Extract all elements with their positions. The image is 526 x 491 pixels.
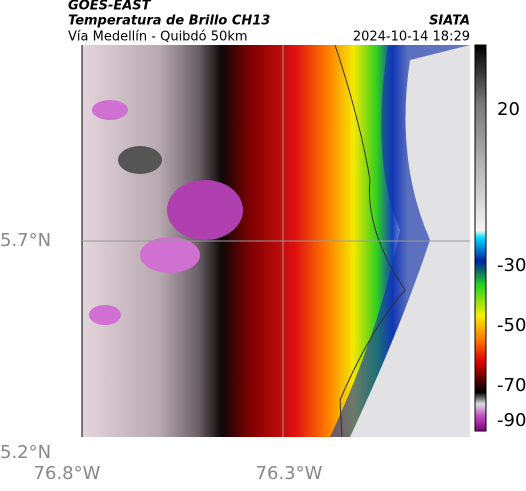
colorbar-tick: -50 xyxy=(497,315,526,336)
colorbar xyxy=(474,44,487,432)
timestamp: 2024-10-14 18:29 xyxy=(353,30,470,45)
agency: SIATA xyxy=(429,14,470,29)
colorbar-tick: -90 xyxy=(497,410,526,431)
map-image xyxy=(81,44,470,438)
colorbar-tick: 20 xyxy=(497,99,520,120)
source: GOES-EAST xyxy=(68,0,152,14)
lon-label: 76.3°W xyxy=(256,463,323,484)
lat-label: 5.7°N xyxy=(0,230,51,251)
title: Temperatura de Brillo CH13 xyxy=(68,14,270,29)
lon-label: 76.8°W xyxy=(34,463,101,484)
subtitle: Vía Medellín - Quibdó 50km xyxy=(68,30,248,45)
lat-label: 5.2°N xyxy=(0,442,51,463)
colorbar-tick: -30 xyxy=(497,255,526,276)
colorbar-tick: -70 xyxy=(497,375,526,396)
